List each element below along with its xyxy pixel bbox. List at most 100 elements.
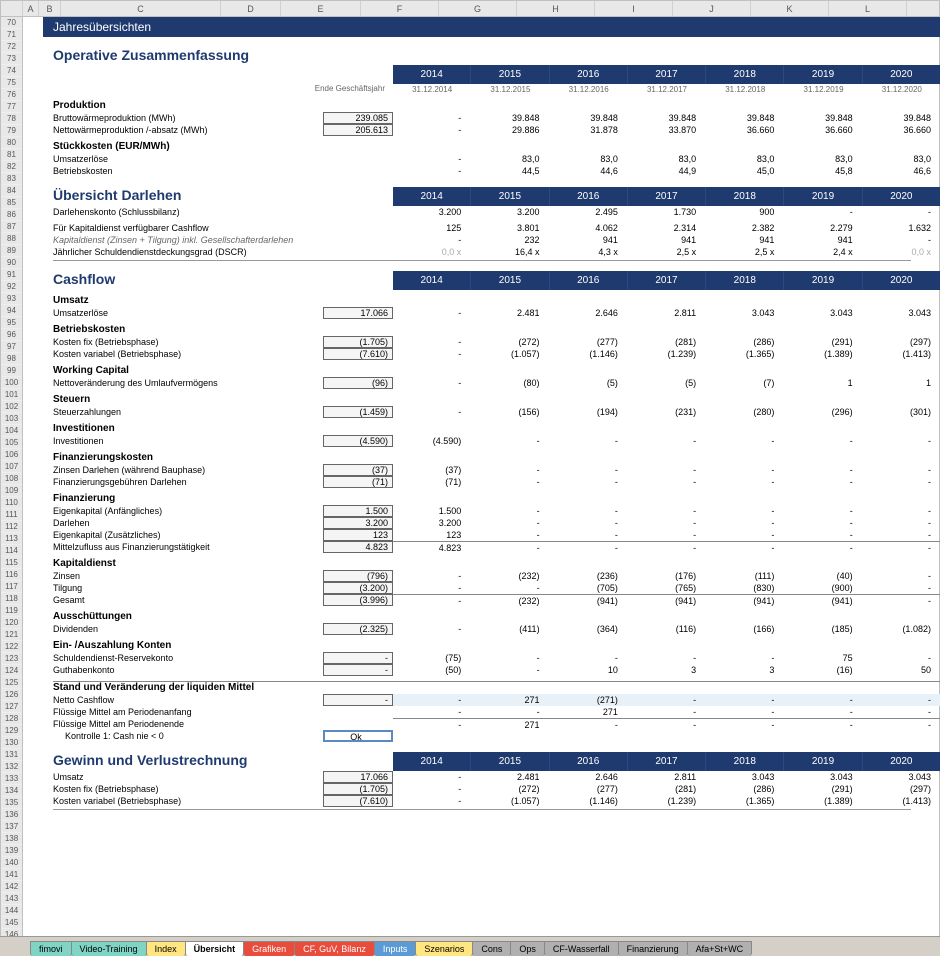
sheet-tab[interactable]: Übersicht bbox=[185, 941, 245, 956]
row-number[interactable]: 97 bbox=[1, 341, 22, 353]
row-number[interactable]: 120 bbox=[1, 617, 22, 629]
row-number[interactable]: 116 bbox=[1, 569, 22, 581]
row-number[interactable]: 87 bbox=[1, 221, 22, 233]
row-number[interactable]: 92 bbox=[1, 281, 22, 293]
row-number[interactable]: 110 bbox=[1, 497, 22, 509]
row-number[interactable]: 77 bbox=[1, 101, 22, 113]
sheet-tab[interactable]: CF, GuV, Bilanz bbox=[294, 941, 375, 956]
row-number[interactable]: 81 bbox=[1, 149, 22, 161]
col-header[interactable]: D bbox=[221, 1, 281, 16]
row-number[interactable]: 84 bbox=[1, 185, 22, 197]
row-number[interactable]: 74 bbox=[1, 65, 22, 77]
row-number[interactable]: 79 bbox=[1, 125, 22, 137]
row-number[interactable]: 83 bbox=[1, 173, 22, 185]
row-number[interactable]: 104 bbox=[1, 425, 22, 437]
row-number[interactable]: 96 bbox=[1, 329, 22, 341]
row-number[interactable]: 100 bbox=[1, 377, 22, 389]
row-number[interactable]: 128 bbox=[1, 713, 22, 725]
row-number[interactable]: 99 bbox=[1, 365, 22, 377]
sheet-tab[interactable]: Finanzierung bbox=[618, 941, 688, 956]
row-number[interactable]: 145 bbox=[1, 917, 22, 929]
sheet-tab[interactable]: fimovi bbox=[30, 941, 72, 956]
col-header[interactable]: A bbox=[23, 1, 39, 16]
col-header[interactable]: E bbox=[281, 1, 361, 16]
row-number[interactable]: 133 bbox=[1, 773, 22, 785]
row-number[interactable]: 94 bbox=[1, 305, 22, 317]
row-number[interactable]: 106 bbox=[1, 449, 22, 461]
row-number[interactable]: 82 bbox=[1, 161, 22, 173]
row-number[interactable]: 124 bbox=[1, 665, 22, 677]
row-number[interactable]: 108 bbox=[1, 473, 22, 485]
row-number[interactable]: 144 bbox=[1, 905, 22, 917]
row-number[interactable]: 135 bbox=[1, 797, 22, 809]
sheet-tab[interactable]: Afa+St+WC bbox=[687, 941, 753, 956]
row-number[interactable]: 118 bbox=[1, 593, 22, 605]
row-number[interactable]: 143 bbox=[1, 893, 22, 905]
sheet-tab[interactable]: Inputs bbox=[374, 941, 417, 956]
row-number[interactable]: 72 bbox=[1, 41, 22, 53]
row-number[interactable]: 138 bbox=[1, 833, 22, 845]
row-number[interactable]: 98 bbox=[1, 353, 22, 365]
row-number[interactable]: 73 bbox=[1, 53, 22, 65]
sheet-tab[interactable]: Grafiken bbox=[243, 941, 295, 956]
row-number[interactable]: 142 bbox=[1, 881, 22, 893]
row-number[interactable]: 113 bbox=[1, 533, 22, 545]
row-number[interactable]: 109 bbox=[1, 485, 22, 497]
row-number[interactable]: 78 bbox=[1, 113, 22, 125]
sheet-tab[interactable]: CF-Wasserfall bbox=[544, 941, 619, 956]
row-number[interactable]: 111 bbox=[1, 509, 22, 521]
row-number[interactable]: 139 bbox=[1, 845, 22, 857]
sheet-tab[interactable]: Cons bbox=[472, 941, 511, 956]
row-number[interactable]: 75 bbox=[1, 77, 22, 89]
row-number[interactable]: 129 bbox=[1, 725, 22, 737]
row-number[interactable]: 86 bbox=[1, 209, 22, 221]
row-number[interactable]: 90 bbox=[1, 257, 22, 269]
sheet-tab[interactable]: Video-Training bbox=[71, 941, 147, 956]
col-header[interactable] bbox=[1, 1, 23, 16]
row-number[interactable]: 114 bbox=[1, 545, 22, 557]
row-number[interactable]: 141 bbox=[1, 869, 22, 881]
row-number[interactable]: 102 bbox=[1, 401, 22, 413]
row-number[interactable]: 127 bbox=[1, 701, 22, 713]
col-header[interactable]: H bbox=[517, 1, 595, 16]
row-number[interactable]: 89 bbox=[1, 245, 22, 257]
row-number[interactable]: 107 bbox=[1, 461, 22, 473]
sheet-tab[interactable]: Ops bbox=[510, 941, 545, 956]
row-number[interactable]: 80 bbox=[1, 137, 22, 149]
row-number[interactable]: 126 bbox=[1, 689, 22, 701]
col-header[interactable]: C bbox=[61, 1, 221, 16]
sheet-tab[interactable]: Szenarios bbox=[415, 941, 473, 956]
col-header[interactable]: L bbox=[829, 1, 907, 16]
row-number[interactable]: 131 bbox=[1, 749, 22, 761]
col-header[interactable]: K bbox=[751, 1, 829, 16]
row-number[interactable]: 121 bbox=[1, 629, 22, 641]
row-number[interactable]: 103 bbox=[1, 413, 22, 425]
row-number[interactable]: 112 bbox=[1, 521, 22, 533]
row-number[interactable]: 93 bbox=[1, 293, 22, 305]
row-number[interactable]: 91 bbox=[1, 269, 22, 281]
sheet-tab[interactable]: Index bbox=[146, 941, 186, 956]
row-number[interactable]: 123 bbox=[1, 653, 22, 665]
col-header[interactable]: J bbox=[673, 1, 751, 16]
col-header[interactable]: I bbox=[595, 1, 673, 16]
row-number[interactable]: 122 bbox=[1, 641, 22, 653]
row-number[interactable]: 70 bbox=[1, 17, 22, 29]
row-number[interactable]: 130 bbox=[1, 737, 22, 749]
row-number[interactable]: 137 bbox=[1, 821, 22, 833]
col-header[interactable]: B bbox=[39, 1, 61, 16]
row-number[interactable]: 76 bbox=[1, 89, 22, 101]
row-number[interactable]: 101 bbox=[1, 389, 22, 401]
row-number[interactable]: 115 bbox=[1, 557, 22, 569]
row-number[interactable]: 136 bbox=[1, 809, 22, 821]
row-number[interactable]: 95 bbox=[1, 317, 22, 329]
row-number[interactable]: 125 bbox=[1, 677, 22, 689]
row-number[interactable]: 71 bbox=[1, 29, 22, 41]
row-number[interactable]: 132 bbox=[1, 761, 22, 773]
row-number[interactable]: 88 bbox=[1, 233, 22, 245]
row-number[interactable]: 134 bbox=[1, 785, 22, 797]
row-number[interactable]: 119 bbox=[1, 605, 22, 617]
col-header[interactable]: F bbox=[361, 1, 439, 16]
row-number[interactable]: 117 bbox=[1, 581, 22, 593]
col-header[interactable]: G bbox=[439, 1, 517, 16]
row-number[interactable]: 105 bbox=[1, 437, 22, 449]
